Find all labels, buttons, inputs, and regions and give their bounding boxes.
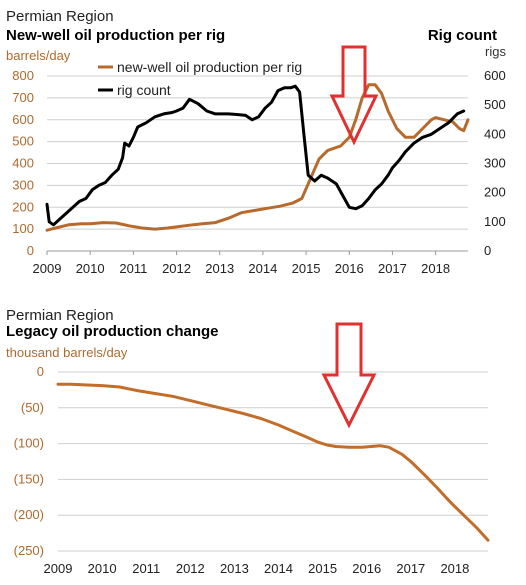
chart-1-legend: new-well oil production per rig rig coun…	[98, 59, 302, 98]
chart-1-gridlines	[47, 76, 468, 251]
y-tick-label: 200	[12, 199, 34, 214]
chart-1-title: New-well oil production per rig	[6, 27, 225, 44]
y-tick-label: 100	[12, 221, 34, 236]
x-tick-label: 2016	[352, 561, 381, 576]
x-tick-label: 2011	[132, 561, 160, 576]
chart-1-y-axis-label: barrels/day	[6, 48, 71, 63]
series-line-production	[47, 85, 468, 230]
y-tick-label: (200)	[14, 507, 44, 522]
x-tick-label: 2013	[205, 261, 234, 276]
x-tick-label: 2018	[440, 561, 469, 576]
series-line-rig-count	[47, 86, 464, 225]
chart-1-x-ticks: 2009 2010 2011 2012 2013 2014 2015 2016 2017 2018	[33, 251, 451, 276]
x-tick-label: 2012	[176, 561, 205, 576]
y-tick-label: 0	[37, 364, 44, 379]
y2-tick-label: 100	[484, 214, 506, 229]
x-tick-label: 2009	[44, 561, 73, 576]
x-tick-label: 2018	[421, 261, 450, 276]
x-tick-label: 2012	[162, 261, 191, 276]
chart-1-y2-ticks: 0 100 200 300 400 500 600	[484, 68, 506, 258]
y-tick-label: 0	[27, 243, 34, 258]
chart-2-annotation-arrow	[324, 324, 374, 425]
y2-tick-label: 200	[484, 185, 506, 200]
chart-2: Permian Region Legacy oil production cha…	[6, 307, 488, 576]
y2-tick-label: 0	[484, 243, 491, 258]
chart-1-region-label: Permian Region	[6, 8, 114, 25]
x-tick-label: 2014	[264, 561, 293, 576]
legend-label-rigs: rig count	[117, 82, 171, 98]
y-tick-label: 300	[12, 177, 34, 192]
chart-1-right-title: Rig count	[428, 27, 497, 44]
y2-tick-label: 400	[484, 126, 506, 141]
chart-1-y-ticks: 0 100 200 300 400 500 600 700 800	[12, 68, 34, 258]
y-tick-label: 400	[12, 156, 34, 171]
x-tick-label: 2017	[378, 261, 407, 276]
x-tick-label: 2017	[396, 561, 425, 576]
y-tick-label: 600	[12, 112, 34, 127]
chart-1-y2-axis-label: rigs	[485, 44, 506, 59]
chart-2-region-label: Permian Region	[6, 307, 114, 324]
x-tick-label: 2016	[335, 261, 364, 276]
y-tick-label: 800	[12, 68, 34, 83]
chart-2-x-ticks: 2009 2010 2011 2012 2013 2014 2015 2016 2017 2018	[44, 561, 470, 576]
x-tick-label: 2013	[220, 561, 249, 576]
chart-1-series	[47, 85, 468, 230]
legend-label-production: new-well oil production per rig	[117, 59, 302, 75]
x-tick-label: 2010	[76, 261, 105, 276]
chart-2-title: Legacy oil production change	[6, 323, 219, 340]
x-tick-label: 2009	[33, 261, 62, 276]
chart-1: Permian Region New-well oil production p…	[6, 8, 506, 276]
y2-tick-label: 500	[484, 97, 506, 112]
chart-2-y-axis-label: thousand barrels/day	[6, 345, 128, 360]
x-tick-label: 2011	[119, 261, 147, 276]
x-tick-label: 2014	[248, 261, 277, 276]
y-tick-label: (150)	[14, 471, 44, 486]
y-tick-label: (100)	[14, 436, 44, 451]
chart-2-gridlines	[58, 372, 488, 551]
y-tick-label: 500	[12, 134, 34, 149]
x-tick-label: 2015	[308, 561, 337, 576]
y-tick-label: (250)	[14, 543, 44, 558]
y-tick-label: (50)	[21, 400, 44, 415]
y2-tick-label: 600	[484, 68, 506, 83]
chart-2-y-ticks: 0 (50) (100) (150) (200) (250)	[14, 364, 44, 558]
y2-tick-label: 300	[484, 156, 506, 171]
y-tick-label: 700	[12, 90, 34, 105]
x-tick-label: 2015	[292, 261, 321, 276]
x-tick-label: 2010	[88, 561, 117, 576]
